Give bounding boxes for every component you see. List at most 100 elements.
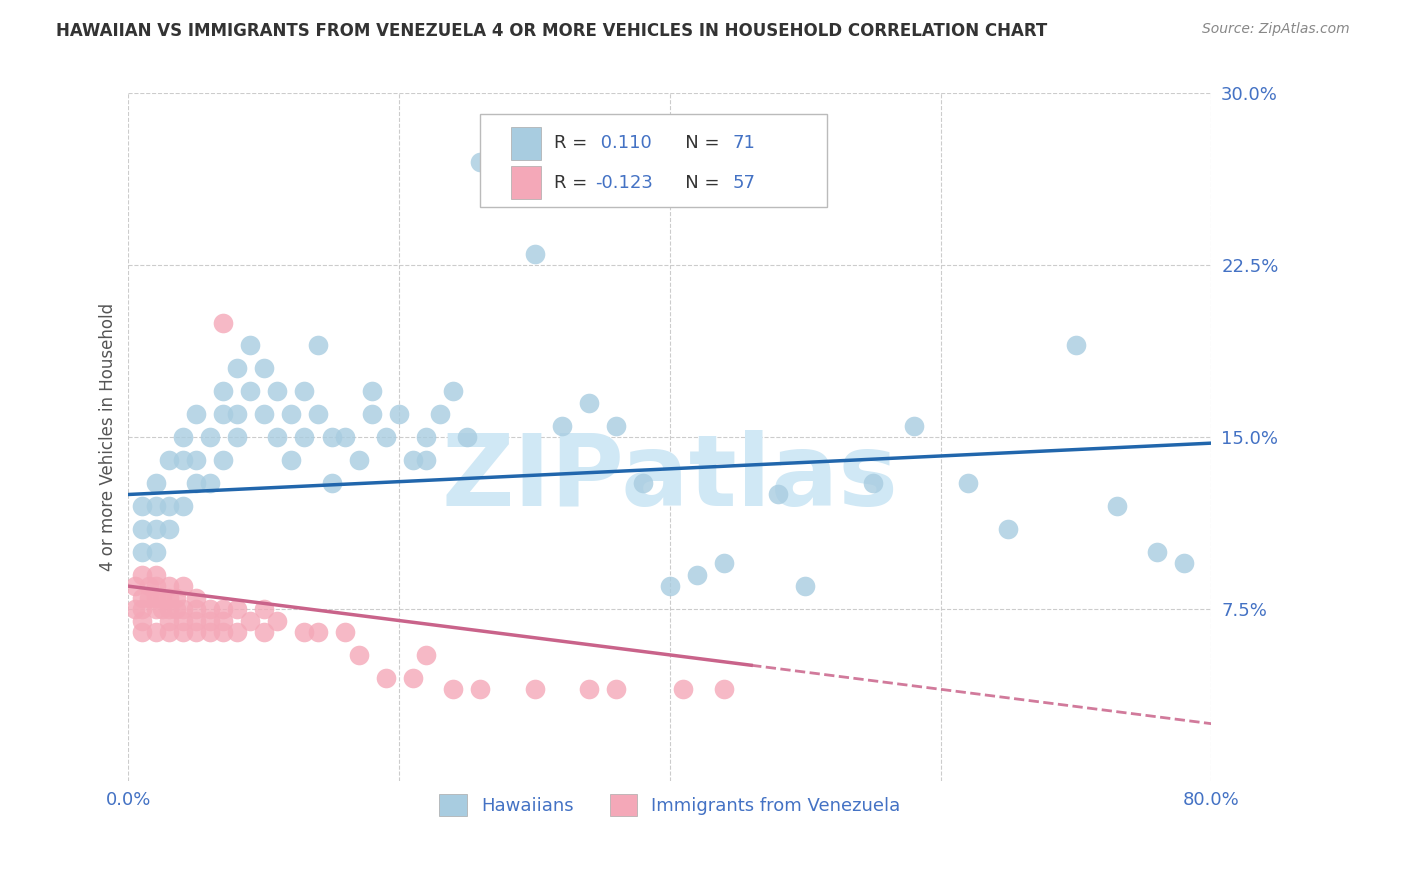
- Point: [307, 625, 329, 640]
- Point: [294, 430, 316, 444]
- Point: [1105, 499, 1128, 513]
- Point: [186, 453, 208, 467]
- Point: [713, 556, 735, 570]
- Text: Source: ZipAtlas.com: Source: ZipAtlas.com: [1202, 22, 1350, 37]
- Text: 0.110: 0.110: [595, 134, 652, 152]
- Point: [266, 614, 288, 628]
- Point: [253, 407, 276, 421]
- Point: [186, 625, 208, 640]
- Point: [145, 602, 167, 616]
- Point: [605, 682, 627, 697]
- Point: [415, 648, 437, 662]
- Point: [482, 167, 505, 181]
- Point: [186, 407, 208, 421]
- Point: [441, 384, 464, 399]
- Point: [307, 407, 329, 421]
- Point: [347, 453, 370, 467]
- Point: [415, 430, 437, 444]
- Point: [523, 682, 546, 697]
- Point: [138, 579, 160, 593]
- Point: [212, 453, 235, 467]
- Point: [198, 625, 221, 640]
- Point: [225, 361, 247, 376]
- Point: [212, 602, 235, 616]
- Point: [225, 602, 247, 616]
- Point: [172, 602, 194, 616]
- Point: [150, 602, 173, 616]
- Point: [145, 545, 167, 559]
- Point: [794, 579, 817, 593]
- Point: [198, 602, 221, 616]
- Point: [686, 567, 709, 582]
- Point: [294, 384, 316, 399]
- Point: [212, 384, 235, 399]
- Point: [145, 579, 167, 593]
- Point: [956, 476, 979, 491]
- Point: [198, 476, 221, 491]
- Point: [172, 430, 194, 444]
- Point: [157, 522, 180, 536]
- Point: [212, 316, 235, 330]
- Point: [186, 602, 208, 616]
- FancyBboxPatch shape: [481, 114, 827, 207]
- Point: [713, 682, 735, 697]
- Point: [157, 499, 180, 513]
- Point: [157, 591, 180, 605]
- Point: [903, 418, 925, 433]
- Text: R =: R =: [554, 174, 593, 192]
- Point: [239, 338, 262, 352]
- Point: [361, 407, 384, 421]
- Point: [470, 155, 492, 169]
- Point: [165, 591, 187, 605]
- Point: [523, 247, 546, 261]
- Point: [578, 396, 600, 410]
- Point: [402, 453, 425, 467]
- Point: [145, 591, 167, 605]
- Bar: [510, 166, 541, 199]
- Point: [862, 476, 884, 491]
- Point: [578, 682, 600, 697]
- Point: [186, 591, 208, 605]
- Point: [429, 407, 451, 421]
- Point: [550, 418, 572, 433]
- Point: [145, 625, 167, 640]
- Y-axis label: 4 or more Vehicles in Household: 4 or more Vehicles in Household: [100, 303, 117, 571]
- Point: [333, 625, 356, 640]
- Point: [131, 522, 153, 536]
- Point: [157, 453, 180, 467]
- Point: [131, 625, 153, 640]
- Point: [131, 545, 153, 559]
- Text: 71: 71: [733, 134, 755, 152]
- Legend: Hawaiians, Immigrants from Venezuela: Hawaiians, Immigrants from Venezuela: [432, 787, 908, 823]
- Point: [1146, 545, 1168, 559]
- Point: [631, 476, 654, 491]
- Point: [253, 361, 276, 376]
- Point: [198, 614, 221, 628]
- Point: [768, 487, 790, 501]
- Point: [145, 476, 167, 491]
- Point: [172, 625, 194, 640]
- Point: [165, 602, 187, 616]
- Point: [212, 625, 235, 640]
- Point: [470, 682, 492, 697]
- Point: [280, 453, 302, 467]
- Point: [150, 591, 173, 605]
- Point: [124, 602, 146, 616]
- Point: [225, 625, 247, 640]
- Point: [672, 682, 695, 697]
- Text: R =: R =: [554, 134, 593, 152]
- Point: [131, 602, 153, 616]
- Point: [138, 591, 160, 605]
- Point: [172, 453, 194, 467]
- Text: 57: 57: [733, 174, 756, 192]
- Point: [266, 430, 288, 444]
- Text: HAWAIIAN VS IMMIGRANTS FROM VENEZUELA 4 OR MORE VEHICLES IN HOUSEHOLD CORRELATIO: HAWAIIAN VS IMMIGRANTS FROM VENEZUELA 4 …: [56, 22, 1047, 40]
- Point: [415, 453, 437, 467]
- Point: [131, 591, 153, 605]
- Point: [294, 625, 316, 640]
- Text: -0.123: -0.123: [595, 174, 654, 192]
- Point: [131, 567, 153, 582]
- Text: ZIPatlas: ZIPatlas: [441, 430, 898, 527]
- Point: [145, 567, 167, 582]
- Point: [172, 614, 194, 628]
